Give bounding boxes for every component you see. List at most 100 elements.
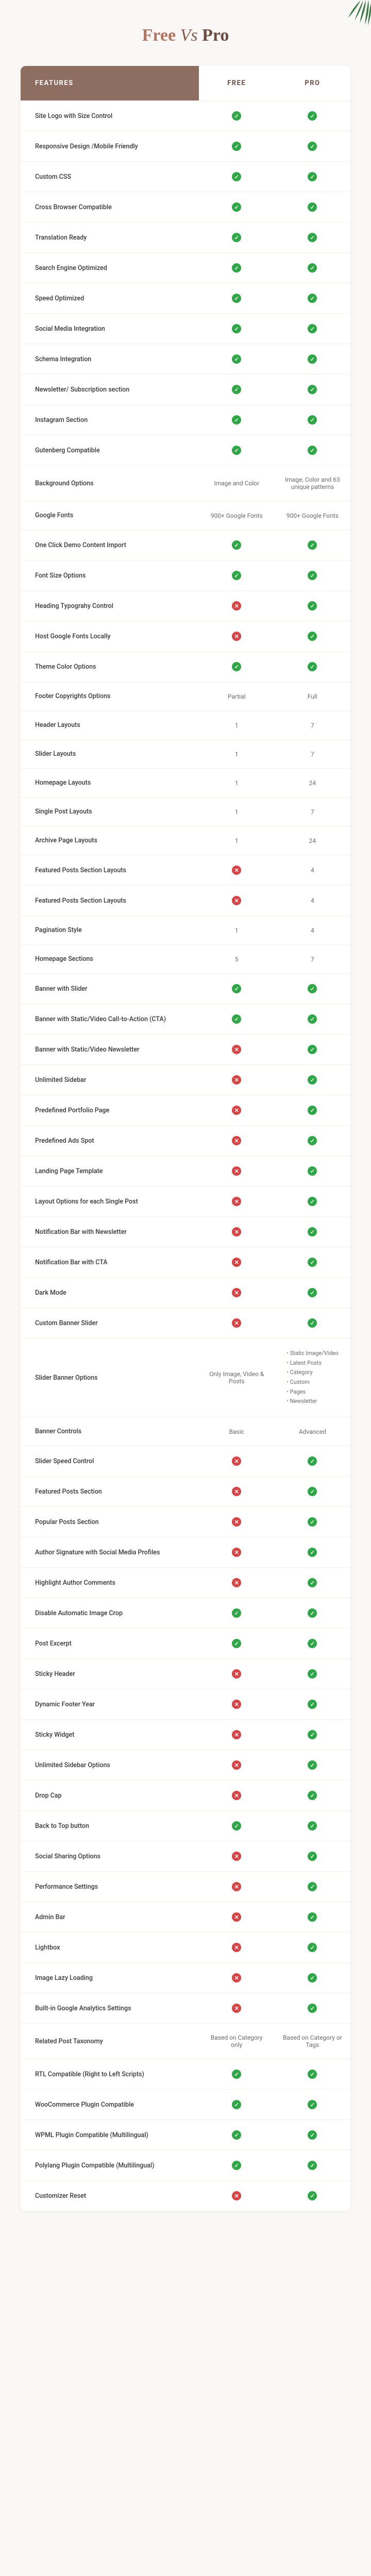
table-row: One Click Demo Content Import✓✓ [21, 530, 350, 561]
feature-label: Banner with Static/Video Newsletter [21, 1035, 199, 1065]
cross-icon: ✕ [232, 896, 241, 905]
check-icon: ✓ [308, 540, 317, 550]
pro-value: 4 [275, 916, 350, 945]
feature-label: Dynamic Footer Year [21, 1689, 199, 1720]
table-row: Highlight Author Comments✕✓ [21, 1568, 350, 1598]
pro-value: Advanced [275, 1417, 350, 1446]
check-icon: ✓ [308, 1487, 317, 1496]
table-row: Banner with Slider✓✓ [21, 974, 350, 1004]
free-value: ✕ [199, 1720, 275, 1750]
pro-value: ✓ [275, 2181, 350, 2211]
cross-icon: ✕ [232, 1318, 241, 1328]
free-value: 1 [199, 798, 275, 826]
free-value: ✓ [199, 375, 275, 405]
feature-label: Slider Speed Control [21, 1446, 199, 1477]
pro-value: Image, Color and 63 unique patterns [275, 466, 350, 501]
table-row: Gutenberg Compatible✓✓ [21, 435, 350, 466]
feature-label: Disable Automatic Image Crop [21, 1598, 199, 1629]
cell-text: 900+ Google Fonts [286, 512, 339, 519]
feature-label: Back to Top button [21, 1811, 199, 1841]
option-list-item: Latest Posts [286, 1359, 339, 1368]
cross-icon: ✕ [232, 1136, 241, 1145]
cross-icon: ✕ [232, 1197, 241, 1206]
cross-icon: ✕ [232, 1075, 241, 1084]
free-value: 1 [199, 711, 275, 740]
cross-icon: ✕ [232, 1487, 241, 1496]
option-list-item: Category [286, 1368, 339, 1378]
free-value: ✕ [199, 855, 275, 886]
cell-text: 7 [311, 956, 314, 963]
cell-text: Only Image, Video & Posts [209, 1370, 264, 1385]
feature-label: Social Sharing Options [21, 1841, 199, 1872]
free-value: ✓ [199, 974, 275, 1004]
feature-label: One Click Demo Content Import [21, 530, 199, 561]
free-value: ✓ [199, 223, 275, 253]
free-value: ✓ [199, 344, 275, 375]
pro-value: ✓ [275, 1598, 350, 1629]
cross-icon: ✕ [232, 1791, 241, 1800]
table-row: Background OptionsImage and ColorImage, … [21, 466, 350, 501]
check-icon: ✓ [232, 2070, 241, 2079]
check-icon: ✓ [232, 662, 241, 671]
check-icon: ✓ [308, 2070, 317, 2079]
pro-value: ✓ [275, 1659, 350, 1689]
check-icon: ✓ [232, 202, 241, 212]
cell-text: Advanced [299, 1428, 326, 1435]
free-value: ✕ [199, 591, 275, 621]
feature-label: Lightbox [21, 1933, 199, 1963]
cross-icon: ✕ [232, 2191, 241, 2200]
pro-value: ✓ [275, 283, 350, 314]
table-row: Homepage Sections57 [21, 945, 350, 974]
table-row: Speed Optimized✓✓ [21, 283, 350, 314]
pro-value: ✓ [275, 435, 350, 466]
check-icon: ✓ [308, 1730, 317, 1739]
cross-icon: ✕ [232, 1760, 241, 1770]
feature-label: Homepage Sections [21, 945, 199, 974]
pro-value: ✓ [275, 1689, 350, 1720]
check-icon: ✓ [308, 1760, 317, 1770]
table-row: Dynamic Footer Year✕✓ [21, 1689, 350, 1720]
pro-value: ✓ [275, 101, 350, 131]
pro-value: ✓ [275, 1507, 350, 1537]
feature-label: Slider Banner Options [21, 1338, 199, 1417]
pro-value: ✓ [275, 1629, 350, 1659]
table-row: Popular Posts Section✕✓ [21, 1507, 350, 1537]
check-icon: ✓ [308, 263, 317, 273]
feature-label: Predefined Portfolio Page [21, 1095, 199, 1126]
check-icon: ✓ [308, 2100, 317, 2109]
table-row: Translation Ready✓✓ [21, 223, 350, 253]
table-row: Footer Copyrights OptionsPartialFull [21, 682, 350, 711]
feature-label: Instagram Section [21, 405, 199, 435]
table-row: Polylang Plugin Compatible (Multilingual… [21, 2150, 350, 2181]
free-value: ✓ [199, 1811, 275, 1841]
check-icon: ✓ [232, 233, 241, 242]
check-icon: ✓ [308, 1882, 317, 1891]
feature-label: Social Media Integration [21, 314, 199, 344]
feature-label: Heading Typograhy Control [21, 591, 199, 621]
check-icon: ✓ [308, 1639, 317, 1648]
pro-value: ✓ [275, 1781, 350, 1811]
table-row: Notification Bar with Newsletter✕✓ [21, 1217, 350, 1247]
pro-value: ✓ [275, 1247, 350, 1278]
check-icon: ✓ [308, 202, 317, 212]
free-header: FREE [199, 66, 275, 101]
table-row: Single Post Layouts17 [21, 798, 350, 826]
table-row: Customizer Reset✕✓ [21, 2181, 350, 2211]
feature-label: Cross Browser Compatible [21, 192, 199, 223]
cross-icon: ✕ [232, 1882, 241, 1891]
title-free: Free [142, 26, 176, 45]
feature-label: Slider Layouts [21, 740, 199, 769]
pro-value: ✓ [275, 1308, 350, 1338]
feature-label: RTL Compatible (Right to Left Scripts) [21, 2059, 199, 2090]
table-row: Homepage Layouts124 [21, 769, 350, 798]
check-icon: ✓ [308, 1045, 317, 1054]
check-icon: ✓ [308, 1973, 317, 1982]
check-icon: ✓ [308, 1258, 317, 1267]
check-icon: ✓ [308, 1227, 317, 1236]
feature-label: Featured Posts Section Layouts [21, 855, 199, 886]
table-row: Image Lazy Loading✕✓ [21, 1963, 350, 1993]
cell-text: 4 [311, 897, 314, 904]
free-value: ✕ [199, 1993, 275, 2024]
free-value: ✕ [199, 1537, 275, 1568]
cell-text: 24 [309, 779, 316, 787]
